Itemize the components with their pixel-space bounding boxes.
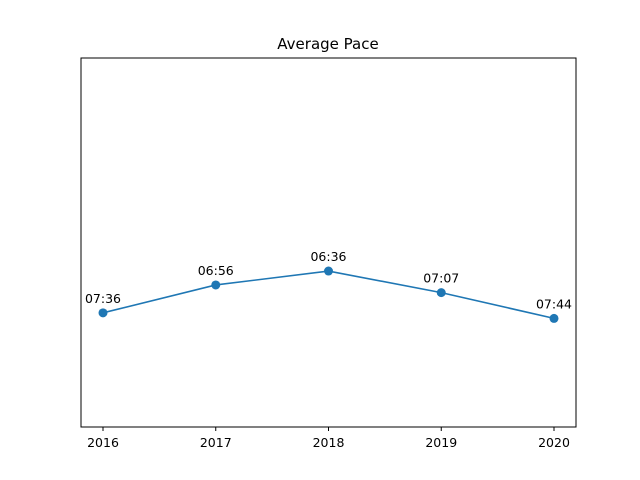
plot-frame (80, 57, 577, 428)
data-point (436, 288, 446, 298)
x-tick-label: 2017 (200, 435, 232, 450)
data-labels: 07:36 06:56 06:36 07:07 07:44 (85, 249, 572, 311)
data-point (549, 313, 559, 323)
data-point (98, 308, 108, 318)
data-label: 06:56 (198, 263, 234, 278)
series-line (102, 270, 555, 320)
data-point (324, 266, 333, 276)
x-tick-label: 2020 (538, 435, 570, 450)
data-label: 07:44 (536, 296, 572, 311)
data-label: 07:36 (85, 291, 121, 306)
series-markers (98, 266, 559, 323)
x-axis: 2016 2017 2018 2019 2020 (87, 427, 570, 450)
data-label: 06:36 (310, 249, 346, 264)
x-tick-label: 2018 (313, 435, 345, 450)
data-point (211, 280, 221, 290)
chart-title: Average Pace (277, 35, 378, 53)
data-label: 07:07 (423, 271, 459, 286)
x-tick-label: 2016 (87, 435, 119, 450)
x-tick-label: 2019 (425, 435, 457, 450)
